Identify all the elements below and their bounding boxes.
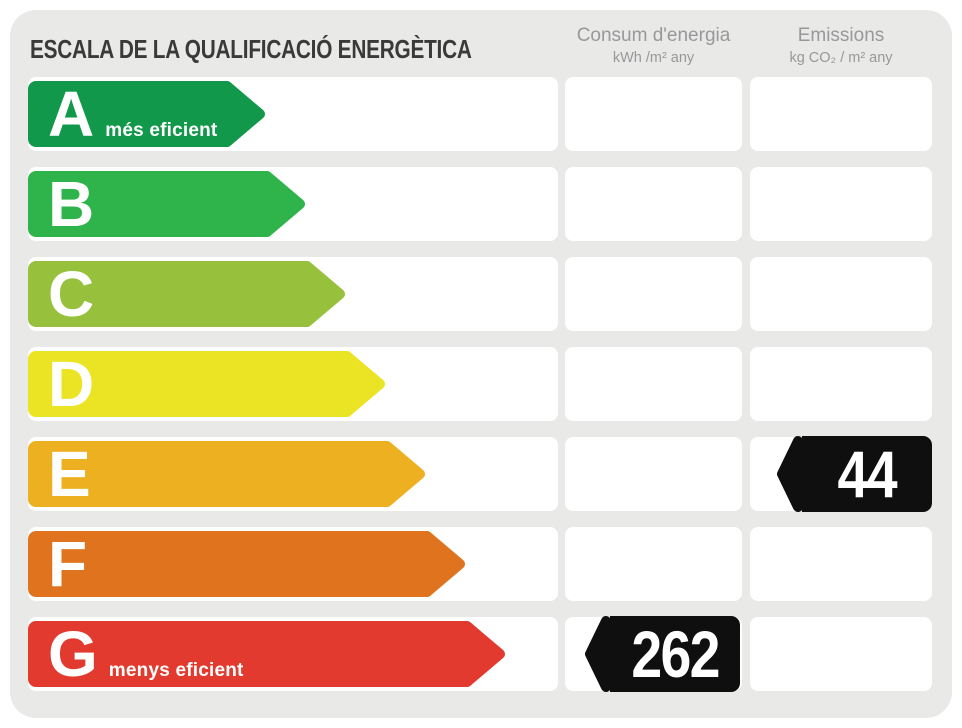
rating-bar-e: E (28, 441, 425, 507)
emissions-value: 44 (837, 437, 898, 511)
emissions-cell (750, 527, 932, 601)
bar-arrow-tip-icon (427, 531, 465, 597)
bar-arrow-tip-icon (467, 621, 505, 687)
rating-letter: E (48, 438, 91, 510)
emissions-cell (750, 77, 932, 151)
consum-cell (565, 167, 742, 241)
consum-value-marker: 262 (585, 616, 740, 692)
emissions-cell (750, 167, 932, 241)
rating-letter: G (48, 618, 98, 690)
page-title: ESCALA DE LA QUALIFICACIÓ ENERGÈTICA (30, 34, 472, 64)
rating-bar-c: C (28, 261, 345, 327)
rating-letter: C (48, 258, 95, 330)
bar-arrow-tip-icon (387, 441, 425, 507)
consum-cell (565, 77, 742, 151)
energy-rating-card: ESCALA DE LA QUALIFICACIÓ ENERGÈTICA Con… (10, 10, 952, 718)
emissions-cell (750, 617, 932, 691)
marker-arrow-tip-icon (585, 616, 611, 692)
rating-bar-g: G menys eficient (28, 621, 505, 687)
emissions-column-header: Emissions kg CO₂ / m² any (750, 24, 932, 68)
rating-row-c: C (10, 257, 952, 331)
consum-cell (565, 347, 742, 421)
consum-value: 262 (631, 617, 720, 691)
rating-bar-f: F (28, 531, 465, 597)
rating-bar-a: A més eficient (28, 81, 265, 147)
rating-row-e: E 44 (10, 436, 952, 512)
consum-cell (565, 527, 742, 601)
emissions-cell (750, 257, 932, 331)
bar-arrow-tip-icon (227, 81, 265, 147)
rating-label: menys eficient (108, 660, 244, 681)
consum-cell (565, 437, 742, 511)
rating-letter: A (48, 78, 95, 150)
emissions-column-title: Emissions (797, 25, 885, 46)
bar-arrow-tip-icon (347, 351, 385, 417)
emissions-value-marker: 44 (777, 436, 932, 512)
rating-row-g: G menys eficient 262 (10, 616, 952, 692)
marker-arrow-tip-icon (777, 436, 803, 512)
rating-letter: F (48, 528, 88, 600)
consum-cell (565, 257, 742, 331)
consum-column-header: Consum d'energia kWh /m² any (565, 24, 742, 68)
rating-letter: D (48, 348, 95, 420)
rating-bar-d: D (28, 351, 385, 417)
bar-arrow-tip-icon (267, 171, 305, 237)
rating-row-b: B (10, 167, 952, 241)
rating-label: més eficient (105, 120, 218, 141)
emissions-column-unit: kg CO₂ / m² any (789, 50, 893, 66)
rating-letter: B (48, 168, 95, 240)
bar-arrow-tip-icon (307, 261, 345, 327)
rating-bar-b: B (28, 171, 305, 237)
rating-row-f: F (10, 527, 952, 601)
rating-row-d: D (10, 347, 952, 421)
rating-row-a: A més eficient (10, 77, 952, 151)
consum-column-title: Consum d'energia (576, 25, 731, 46)
emissions-cell (750, 347, 932, 421)
consum-column-unit: kWh /m² any (612, 50, 695, 66)
